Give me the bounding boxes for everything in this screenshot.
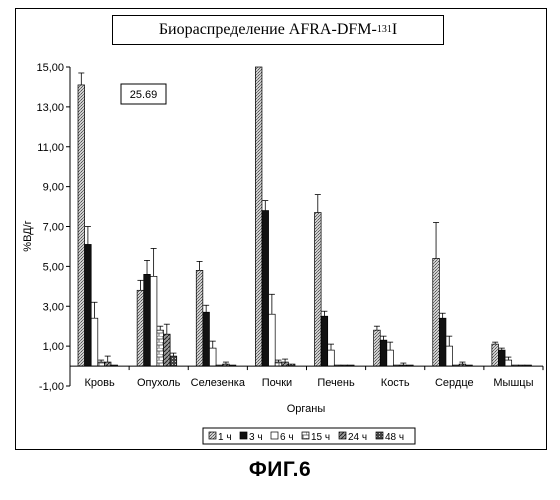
bar <box>255 67 262 366</box>
bar <box>78 85 85 366</box>
x-axis-title: Органы <box>287 403 326 415</box>
category-label: Опухоль <box>137 377 181 389</box>
bar <box>315 213 322 367</box>
legend-swatch <box>209 432 216 439</box>
y-axis-title: %ВД/г <box>22 220 34 251</box>
bar <box>85 244 92 366</box>
y-tick-label: -1,00 <box>39 381 64 393</box>
bar <box>209 348 216 366</box>
y-tick-label: 15,00 <box>36 62 64 74</box>
bar <box>98 362 105 366</box>
category-label: Почки <box>262 377 292 389</box>
bar <box>498 350 505 366</box>
bar <box>150 276 157 366</box>
bar <box>196 270 203 366</box>
legend-swatch <box>240 432 247 439</box>
category-label: Сердце <box>435 377 474 389</box>
bar <box>328 350 335 366</box>
y-axis-ticks: -1,00 1,00 3,00 5,00 7,00 9,00 11,00 13,00 15,00 <box>36 62 70 393</box>
legend-entry: 1 ч <box>218 432 232 443</box>
bar <box>380 340 387 366</box>
legend-swatch <box>339 432 346 439</box>
bar <box>433 258 440 366</box>
y-tick-label: 13,00 <box>36 102 64 114</box>
bar <box>321 316 328 366</box>
bar <box>387 350 394 366</box>
y-tick-label: 7,00 <box>43 222 64 234</box>
annotation-group: 25.69 <box>121 84 166 104</box>
bar <box>492 344 499 366</box>
bar <box>269 314 276 366</box>
category-label: Селезенка <box>191 377 246 389</box>
bar <box>137 290 144 366</box>
bar <box>203 312 210 366</box>
bars-group <box>78 67 531 366</box>
bar <box>505 360 512 366</box>
bar <box>144 274 151 366</box>
figure-label: ФИГ.6 <box>0 458 560 482</box>
bar <box>170 356 177 366</box>
category-label: Кровь <box>84 377 114 389</box>
category-label: Кость <box>381 377 410 389</box>
legend-entry: 3 ч <box>249 432 263 443</box>
bar <box>282 362 289 366</box>
legend-entry: 15 ч <box>311 432 330 443</box>
y-tick-label: 9,00 <box>43 182 64 194</box>
annotation-label: 25.69 <box>130 89 158 101</box>
legend: 1 ч 3 ч 6 ч 15 ч 24 ч 48 ч <box>203 428 415 444</box>
bar <box>157 330 164 366</box>
category-label: Мышцы <box>493 377 533 389</box>
category-label: Печень <box>317 377 355 389</box>
y-tick-label: 3,00 <box>43 301 64 313</box>
y-tick-label: 1,00 <box>43 341 64 353</box>
bar <box>439 318 446 366</box>
y-tick-label: 5,00 <box>43 261 64 273</box>
legend-entry: 24 ч <box>348 432 367 443</box>
bar <box>275 362 282 366</box>
legend-swatch <box>271 432 278 439</box>
y-tick-label: 11,00 <box>37 142 64 154</box>
bar <box>104 362 111 366</box>
bar <box>374 330 381 366</box>
legend-entry: 48 ч <box>385 432 404 443</box>
bar <box>164 334 171 366</box>
category-labels: Кровь Опухоль Селезенка Почки Печень Кость Сер… <box>84 377 533 389</box>
legend-entry: 6 ч <box>280 432 294 443</box>
bar <box>446 346 453 366</box>
legend-swatch <box>302 432 309 439</box>
bar <box>262 211 269 367</box>
bar <box>91 318 98 366</box>
legend-swatch <box>376 432 383 439</box>
